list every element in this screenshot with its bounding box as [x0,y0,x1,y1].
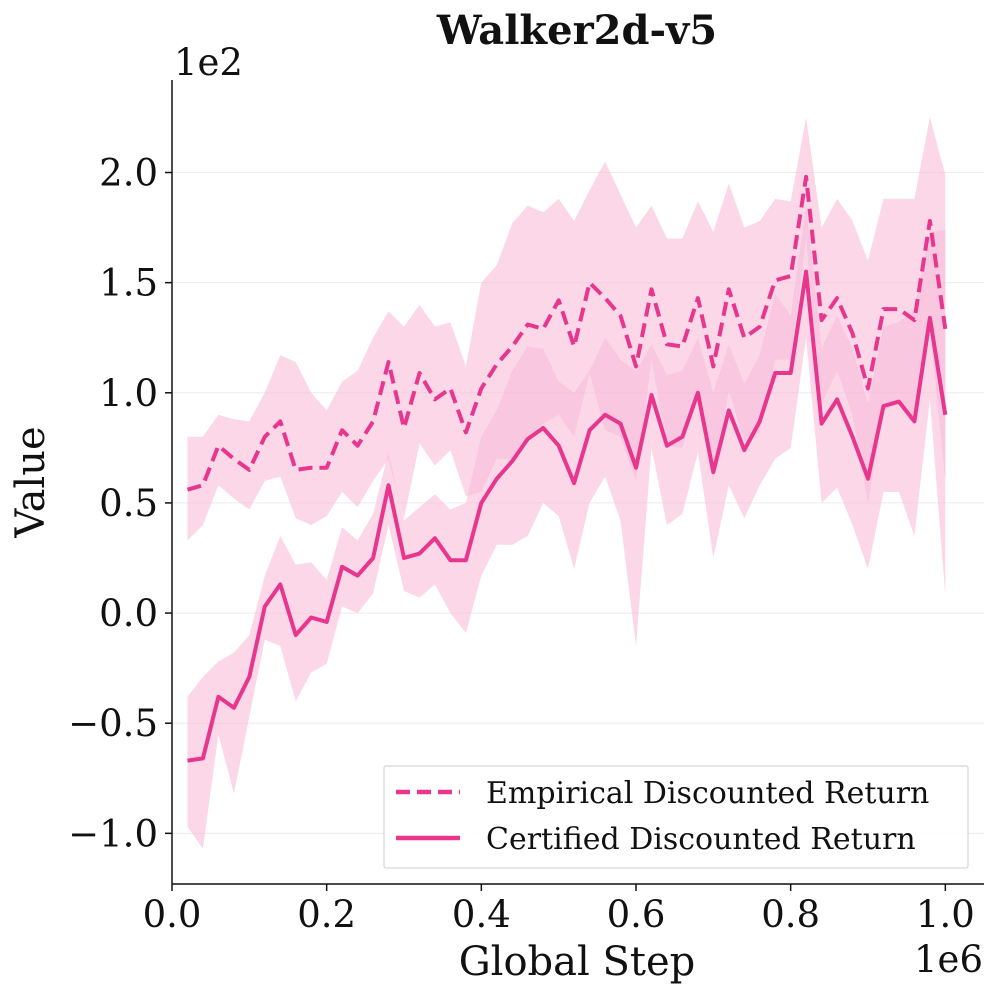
legend-label-empirical: Empirical Discounted Return [486,776,929,811]
y-tick-label: −1.0 [68,812,158,855]
x-axis-multiplier: 1e6 [914,938,983,981]
series-lines [186,174,948,763]
confidence-bands [187,117,946,849]
x-tick-label: 0.2 [297,893,356,936]
chart-title: Walker2d-v5 [436,7,717,54]
ticks: −1.0 −0.5 0.0 0.5 1.0 1.5 2.0 0.0 0.2 0.4 0.6 0.8 1.… [68,152,975,936]
x-tick-label: 0.4 [452,893,511,936]
x-tick-label: 0.6 [607,893,666,936]
y-axis-label: Value [8,426,54,538]
axes [171,80,984,885]
line-certified [187,269,948,763]
y-tick-label: 1.5 [99,262,158,305]
y-tick-label: 0.5 [99,482,158,525]
legend: Empirical Discounted Return Certified Di… [383,765,969,869]
x-tick-label: 1.0 [916,893,975,936]
y-tick-label: 0.0 [99,592,158,635]
legend-label-certified: Certified Discounted Return [486,822,916,857]
y-tick-label: 2.0 [99,152,158,195]
band-certified [187,205,946,849]
y-tick-label: −0.5 [68,702,158,745]
x-tick-label: 0.0 [143,893,202,936]
x-axis-label: Global Step [459,939,696,985]
line-empirical [186,174,948,492]
legend-box [383,765,969,869]
band-empirical [187,117,946,541]
y-axis-multiplier: 1e2 [174,41,243,84]
y-tick-label: 1.0 [99,372,158,415]
x-tick-label: 0.8 [761,893,820,936]
